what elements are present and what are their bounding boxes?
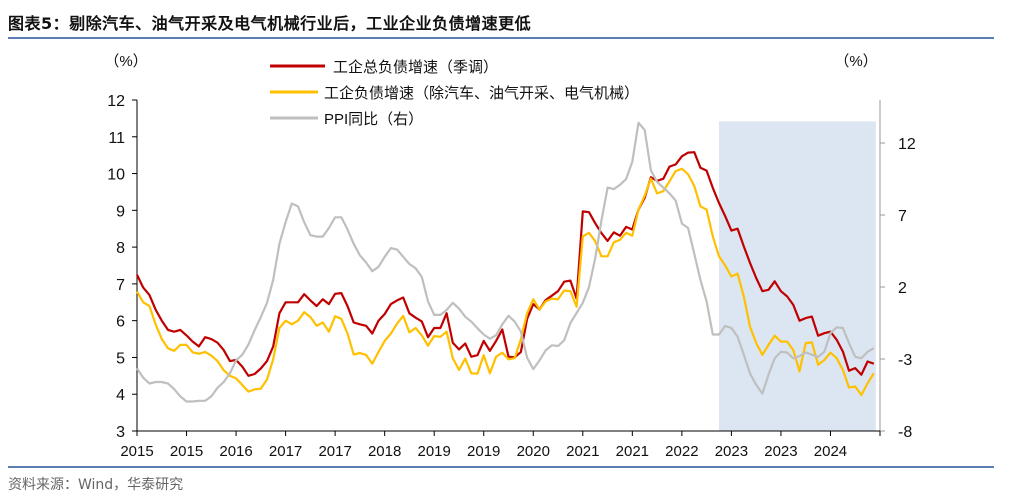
- title-rule: [8, 37, 994, 39]
- legend-label-2: 工企负债增速（除汽车、油气开采、电气机械）: [324, 84, 639, 102]
- left-tick-label: 6: [116, 314, 125, 331]
- x-tick-label: 2023: [764, 443, 797, 460]
- x-tick-label: 2019: [418, 443, 451, 460]
- x-tick-label: 2019: [467, 443, 500, 460]
- x-tick-label: 2015: [120, 443, 153, 460]
- x-tick-label: 2024: [814, 443, 847, 460]
- highlight-region: [719, 121, 876, 432]
- x-tick-label: 2023: [715, 443, 748, 460]
- left-tick-label: 3: [116, 424, 125, 441]
- x-tick-label: 2017: [318, 443, 351, 460]
- x-tick-label: 2016: [219, 443, 252, 460]
- legend-label-1: 工企总负债增速（季调）: [333, 58, 498, 76]
- left-tick-label: 10: [107, 167, 125, 184]
- right-tick-label: 12: [898, 136, 916, 153]
- chart-title: 图表5：剔除汽车、油气开采及电气机械行业后，工业企业负债增速更低: [8, 14, 532, 33]
- series-line-1: [136, 151, 875, 377]
- footer-rule: [8, 466, 994, 468]
- left-tick-label: 11: [108, 130, 125, 147]
- left-tick-label: 5: [116, 350, 125, 367]
- x-tick-label: 2015: [170, 443, 203, 460]
- left-tick-label: 4: [116, 387, 125, 404]
- series-line-2: [136, 167, 875, 397]
- left-tick-label: 9: [116, 203, 125, 220]
- series-line-3: [136, 121, 875, 403]
- x-tick-label: 2017: [269, 443, 302, 460]
- right-axis-unit: （%）: [834, 53, 877, 70]
- right-tick-label: 7: [898, 208, 907, 225]
- right-tick-label: -3: [898, 352, 912, 369]
- left-tick-label: 7: [116, 277, 125, 294]
- left-tick-label: 12: [107, 93, 125, 110]
- source-note: 资料来源：Wind，华泰研究: [8, 477, 184, 493]
- x-tick-label: 2020: [517, 443, 550, 460]
- legend-label-3: PPI同比（右）: [324, 111, 423, 128]
- x-tick-label: 2018: [368, 443, 401, 460]
- x-tick-label: 2022: [665, 443, 698, 460]
- left-axis-unit: （%）: [104, 53, 147, 70]
- left-tick-label: 8: [116, 240, 125, 257]
- right-tick-label: -8: [898, 424, 912, 441]
- x-tick-label: 2021: [616, 443, 649, 460]
- right-tick-label: 2: [898, 280, 907, 297]
- x-tick-label: 2021: [566, 443, 599, 460]
